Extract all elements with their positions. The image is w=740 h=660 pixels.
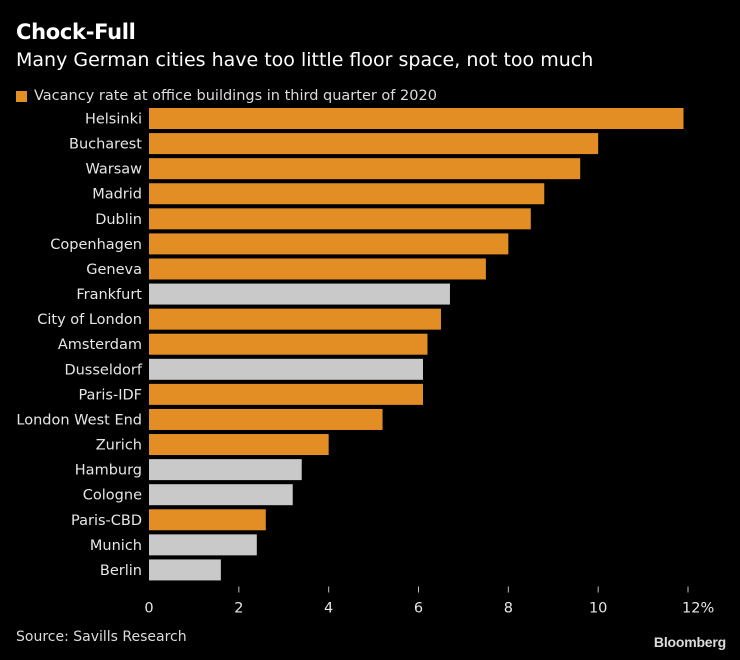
- bar-paris-idf: [149, 383, 423, 405]
- x-axis: 0 2 4 6 8 10 12%: [144, 586, 714, 617]
- bar-london-west-end: [149, 408, 383, 430]
- bar-frankfurt: [149, 283, 450, 305]
- bar-city-of-london: [149, 308, 441, 330]
- tick-label: 12%: [682, 601, 714, 617]
- category-label: Cologne: [83, 488, 142, 504]
- category-label: Madrid: [92, 187, 142, 203]
- category-label: Hamburg: [75, 463, 142, 479]
- category-label: Warsaw: [85, 162, 142, 178]
- chart-subtitle: Many German cities have too little floor…: [16, 49, 594, 71]
- category-label: Dusseldorf: [64, 362, 142, 378]
- category-label: Copenhagen: [50, 237, 142, 253]
- category-label: Frankfurt: [76, 287, 142, 303]
- bar-hamburg: [149, 459, 302, 481]
- category-label: Paris-CBD: [71, 513, 142, 529]
- bar-madrid: [149, 183, 545, 205]
- tick-label: 2: [234, 601, 243, 617]
- tick-label: 0: [144, 601, 153, 617]
- bar-helsinki: [149, 108, 684, 129]
- chart-title: Chock-Full: [16, 20, 136, 44]
- category-label: Berlin: [100, 563, 142, 579]
- legend-label: Vacancy rate at office buildings in thir…: [34, 88, 437, 104]
- bloomberg-logo: Bloomberg: [653, 634, 726, 650]
- tick-label: 4: [324, 601, 333, 617]
- category-label: Amsterdam: [58, 337, 142, 353]
- bar-munich: [149, 534, 257, 556]
- category-labels: Helsinki Bucharest Warsaw Madrid Dublin Copen…: [16, 112, 142, 579]
- category-label: Paris-IDF: [78, 387, 142, 403]
- tick-label: 10: [589, 601, 607, 617]
- bar-paris-cbd: [149, 509, 266, 531]
- category-label: City of London: [37, 312, 142, 328]
- bar-bucharest: [149, 133, 599, 155]
- category-label: Zurich: [96, 438, 142, 454]
- bar-zurich: [149, 434, 329, 456]
- bar-cologne: [149, 484, 293, 506]
- bar-berlin: [149, 559, 221, 581]
- bar-amsterdam: [149, 333, 428, 355]
- tick-label: 6: [414, 601, 423, 617]
- bars-group: [149, 108, 684, 581]
- legend-swatch: [16, 90, 27, 102]
- category-label: Geneva: [86, 262, 142, 278]
- bar-dusseldorf: [149, 358, 423, 380]
- category-label: Munich: [90, 538, 142, 554]
- category-label: Bucharest: [69, 137, 142, 153]
- category-label: Helsinki: [85, 112, 142, 128]
- tick-label: 8: [504, 601, 513, 617]
- source-note: Source: Savills Research: [16, 629, 187, 645]
- bar-warsaw: [149, 158, 581, 180]
- bar-dublin: [149, 208, 531, 230]
- legend: Vacancy rate at office buildings in thir…: [16, 88, 437, 104]
- bar-geneva: [149, 258, 486, 280]
- category-label: Dublin: [95, 212, 142, 228]
- bar-copenhagen: [149, 233, 509, 255]
- category-label: London West End: [16, 412, 142, 428]
